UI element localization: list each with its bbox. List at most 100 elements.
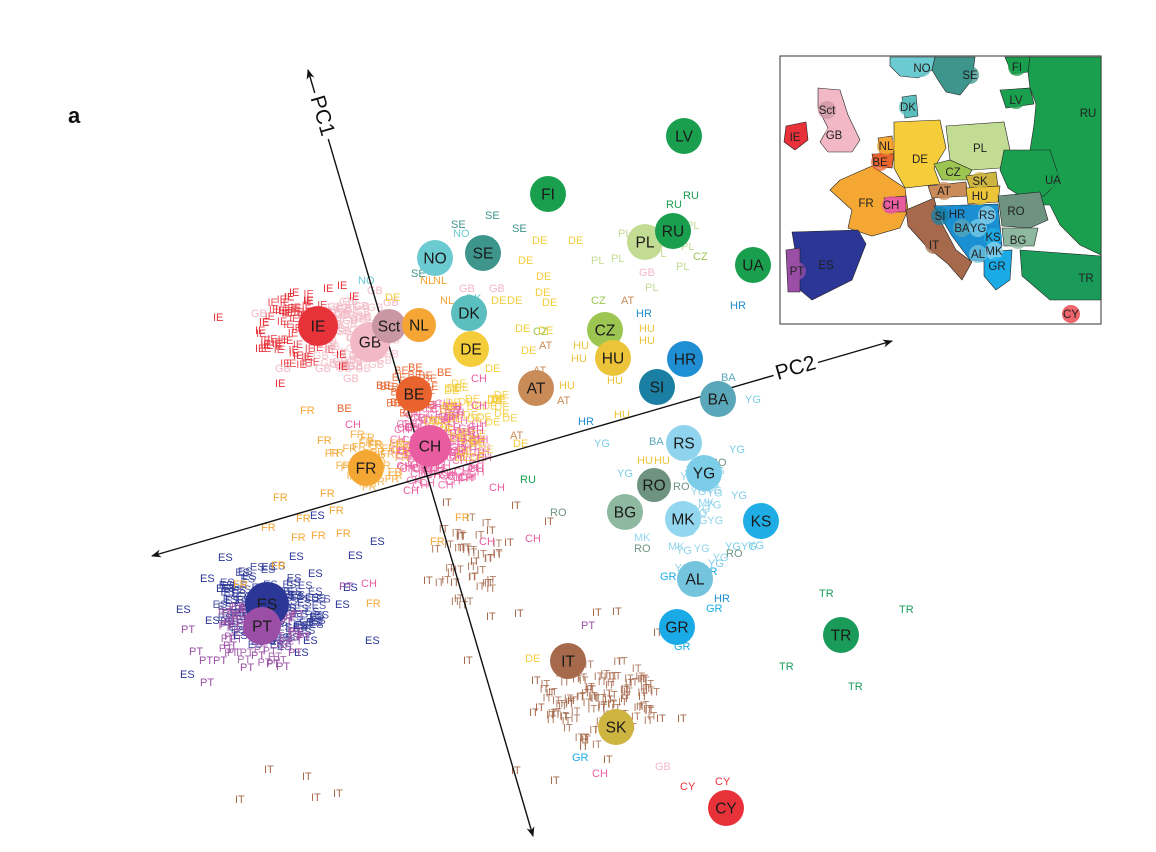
sample-label: IE [275,305,285,317]
sample-label: TR [819,588,834,600]
sample-label: FR [430,536,445,548]
sample-label: ES [305,592,320,604]
sample-label: PT [240,647,254,659]
sample-label: DE [470,438,485,450]
sample-label: IT [607,677,617,689]
sample-label: DE [442,400,457,412]
sample-label: FR [360,432,375,444]
map-label-pt: PT [788,262,806,280]
sample-label: DE [463,409,478,421]
map-country-label: MK [985,246,1003,258]
sample-label: ES [180,669,195,681]
centroid-se: SE [465,235,501,271]
sample-label: CH [345,419,361,431]
sample-label: IT [592,739,602,751]
sample-label: ES [220,586,235,598]
sample-label: CH [479,536,495,548]
map-country-label: LV [1009,95,1023,107]
sample-label: IT [476,581,486,593]
panel-label: a [68,103,81,128]
sample-label: ES [234,607,249,619]
sample-label: IT [636,701,646,713]
sample-label: MK [634,532,651,544]
sample-label: IT [456,529,466,541]
sample-label: FR [300,405,315,417]
centroid-label: IT [561,654,575,671]
sample-label: IT [592,607,602,619]
map-country-label: DE [912,154,928,166]
sample-label: ES [286,577,301,589]
sample-label: PT [218,606,232,618]
sample-label: GB [341,319,357,331]
sample-label: IT [484,552,494,564]
map-label-dk: DK [899,98,917,116]
sample-label: IT [552,695,562,707]
sample-label: CH [440,414,456,426]
sample-label: IE [293,339,303,351]
sample-label: PT [224,631,238,643]
centroid-marker [823,617,859,653]
sample-label: PT [254,644,268,656]
sample-label: FR [350,429,365,441]
centroid-label: FI [541,187,555,204]
sample-label: GB [353,301,369,313]
sample-label: GB [347,361,363,373]
centroid-pl: PL [627,224,663,260]
sample-label: IT [547,714,557,726]
sample-label: CH [403,485,419,497]
sample-label: ES [370,536,385,548]
sample-label: FR [369,439,384,451]
centroid-dk: DK [451,295,487,331]
sample-label: IT [640,675,650,687]
map-country-label: BA [954,223,970,235]
sample-label: FR [325,448,340,460]
centroid-label: Sct [378,319,401,336]
sample-label: IE [277,316,287,328]
sample-label: ES [303,635,318,647]
sample-label: IT [604,694,614,706]
sample-label: IT [461,542,471,554]
sample-label: GB [336,363,352,375]
map-marker [969,245,987,263]
sample-label: ES [230,607,245,619]
centroid-lv: LV [666,118,702,154]
centroid-label: IE [311,319,326,336]
sample-label: IE [310,357,320,369]
sample-label: FR [389,438,404,450]
sample-label: IE [305,343,315,355]
sample-label: AT [557,395,571,407]
sample-label: IE [275,378,285,390]
sample-label: CZ [591,295,606,307]
sample-label: CH [471,418,487,430]
sample-label: IE [293,350,303,362]
sample-label: CH [449,407,465,419]
sample-label: IT [612,671,622,683]
sample-label: IE [289,345,299,357]
sample-label: DE [491,395,506,407]
sample-label: IT [468,571,478,583]
sample-label: FR [367,438,382,450]
sample-label: GB [334,325,350,337]
sample-label: IE [263,340,273,352]
centroid-label: BE [404,387,425,404]
sample-label: ES [218,552,233,564]
sample-label: IE [313,342,323,354]
sample-label: CH [361,578,377,590]
sample-label: ES [231,585,246,597]
centroid-al: AL [677,561,713,597]
sample-label: IE [271,337,281,349]
sample-label: DE [451,378,466,390]
centroid-marker [402,308,436,342]
sample-label: IT [451,596,461,608]
centroid-marker [666,118,702,154]
sample-label: IT [640,700,650,712]
sample-label: PT [251,650,265,662]
map-country-label: Sct [819,105,836,117]
centroid-label: CY [715,801,737,818]
map-country-label: HR [949,209,966,221]
sample-label: ES [297,597,312,609]
sample-label: CH [489,482,505,494]
sample-label: DE [485,363,500,375]
centroid-label: GB [359,335,381,352]
sample-label: IT [591,693,601,705]
